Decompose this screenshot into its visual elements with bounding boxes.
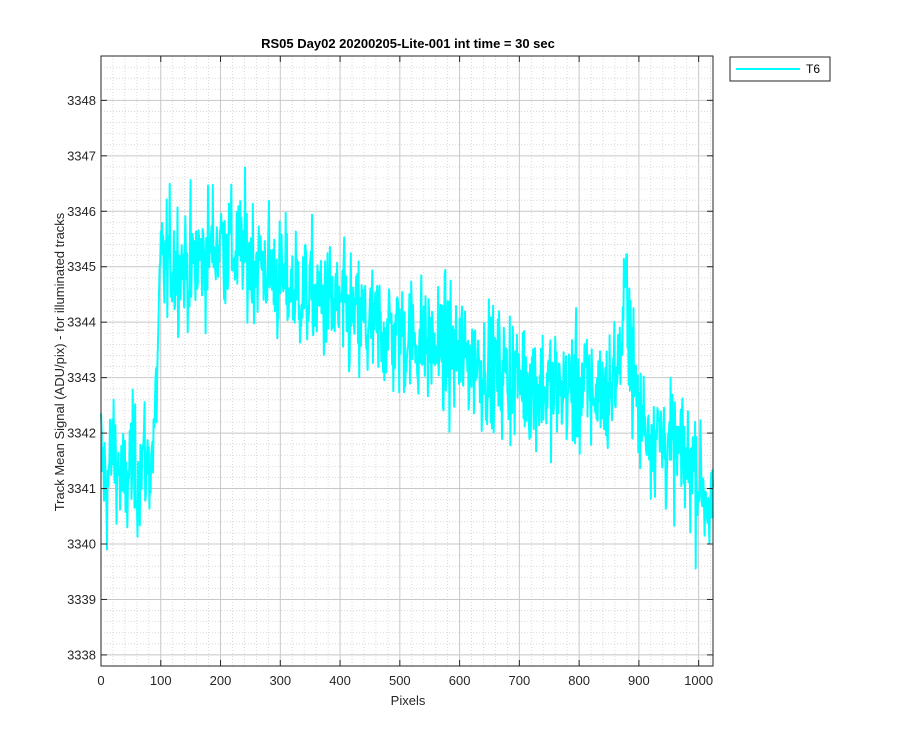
y-tick-label: 3340 <box>67 537 96 552</box>
series-line-T6 <box>100 166 714 570</box>
x-tick-label: 600 <box>449 673 471 688</box>
y-tick-label: 3348 <box>67 93 96 108</box>
series-layer <box>100 166 714 570</box>
x-axis-label: Pixels <box>391 693 426 708</box>
x-tick-label: 900 <box>628 673 650 688</box>
x-tick-label: 100 <box>150 673 172 688</box>
y-tick-label: 3345 <box>67 259 96 274</box>
y-tick-label: 3347 <box>67 148 96 163</box>
x-tick-labels: 0 100 200 300 400 500 600 700 800 900 1000 <box>97 673 713 688</box>
y-tick-label: 3339 <box>67 592 96 607</box>
y-tick-label: 3343 <box>67 370 96 385</box>
y-tick-label: 3341 <box>67 481 96 496</box>
x-tick-label: 200 <box>210 673 232 688</box>
plot-border <box>100 55 714 667</box>
x-tick-label: 300 <box>269 673 291 688</box>
y-tick-label: 3342 <box>67 426 96 441</box>
y-tick-label: 3346 <box>67 204 96 219</box>
x-tick-label: 800 <box>568 673 590 688</box>
axis-ticks <box>100 56 713 666</box>
legend-label-T6: T6 <box>806 62 820 76</box>
y-axis-label: Track Mean Signal (ADU/pix) - for illumi… <box>52 212 67 511</box>
chart-title: RS05 Day02 20200205-Lite-001 int time = … <box>261 36 555 51</box>
y-tick-labels: 3338 3339 3340 3341 3342 3343 3344 3345 3346 3347… <box>67 93 96 663</box>
x-tick-label: 400 <box>329 673 351 688</box>
major-grid <box>100 56 713 666</box>
legend: T6 <box>729 56 831 82</box>
y-tick-label: 3338 <box>67 647 96 662</box>
x-tick-label: 0 <box>97 673 104 688</box>
x-tick-label: 500 <box>389 673 411 688</box>
x-tick-label: 700 <box>509 673 531 688</box>
x-tick-label: 1000 <box>684 673 713 688</box>
y-tick-label: 3344 <box>67 315 96 330</box>
